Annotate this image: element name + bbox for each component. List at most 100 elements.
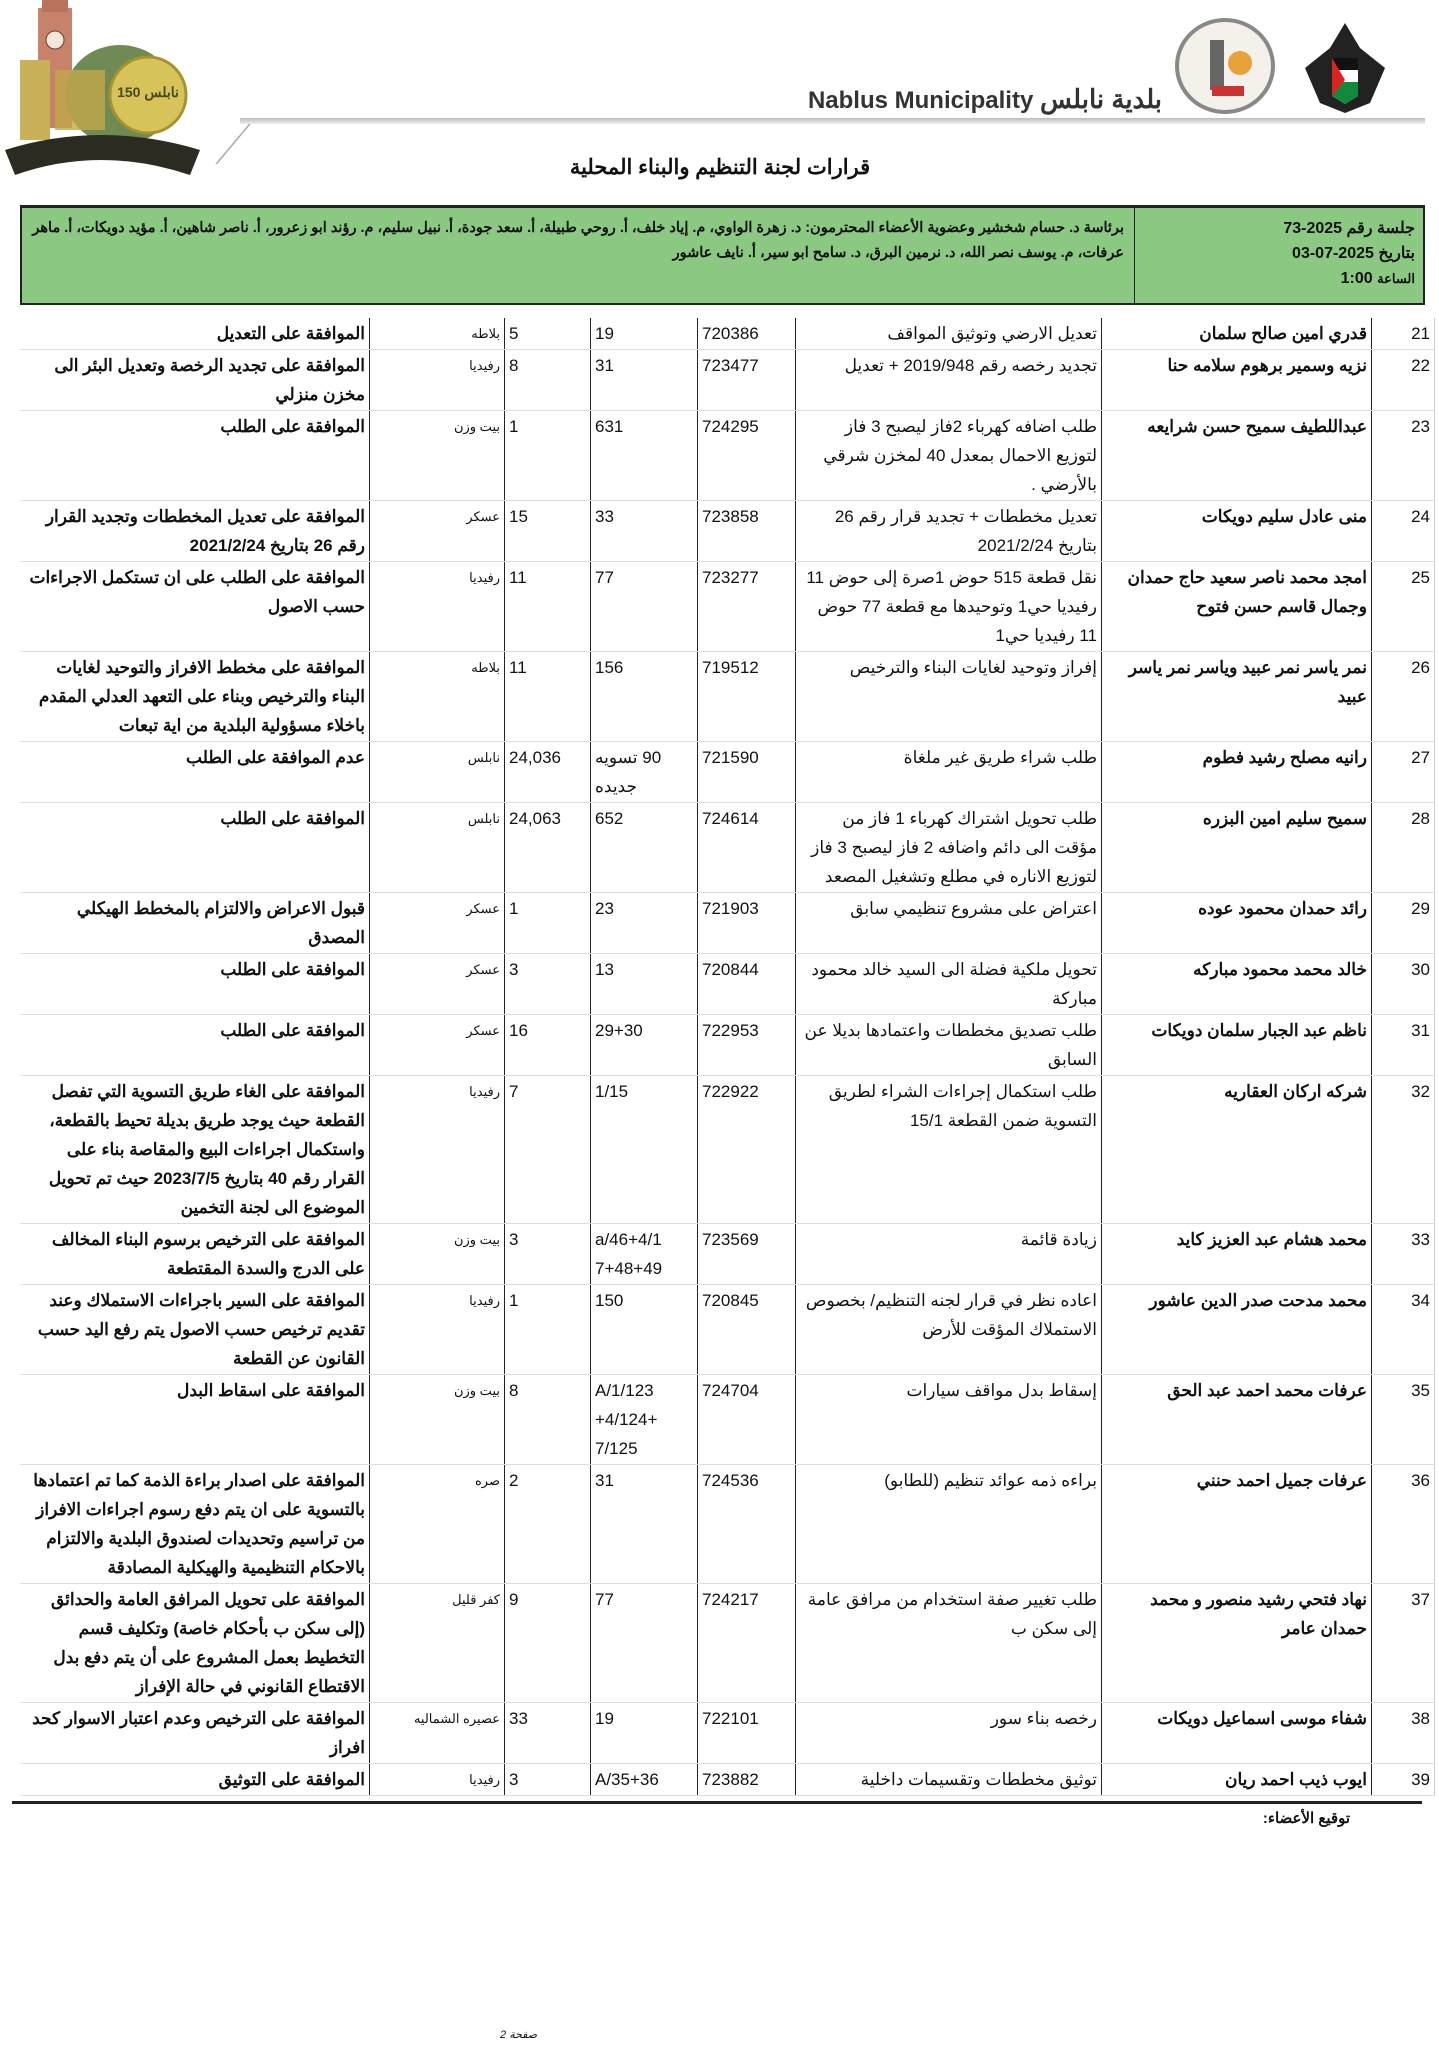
cell-site: كفر قليل: [369, 1583, 505, 1703]
cell-basin: 16: [504, 1014, 591, 1076]
table-row: 23 عبداللطيف سميح حسن شرايعه طلب اضافه كهر…: [20, 410, 1435, 501]
decisions-table: 21 قدري امين صالح سلمان تعديل الارضي وتوثي…: [20, 318, 1435, 1796]
cell-file: 721590: [697, 741, 796, 803]
cell-file: 720386: [697, 318, 796, 350]
table-row: 39 ايوب ذيب احمد ريان توثيق مخططات وتقسيما…: [20, 1763, 1435, 1796]
cell-name: سميح سليم امين البزره: [1101, 802, 1372, 893]
cell-name: عرفات جميل احمد حنني: [1101, 1464, 1372, 1584]
cell-basin: 5: [504, 318, 591, 350]
table-row: 35 عرفات محمد احمد عبد الحق إسقاط بدل مواق…: [20, 1374, 1435, 1465]
cell-file: 723477: [697, 349, 796, 411]
cell-site: نابلس: [369, 741, 505, 803]
cell-name: رائد حمدان محمود عوده: [1101, 892, 1372, 954]
cell-num: 24: [1371, 500, 1435, 562]
cell-decision: الموافقة على تجديد الرخصة وتعديل البئر ا…: [20, 349, 370, 411]
table-row: 32 شركه اركان العقاريه طلب استكمال إجراءات…: [20, 1075, 1435, 1224]
cell-num: 37: [1371, 1583, 1435, 1703]
session-meta: جلسة رقم 2025-73 بتاريخ 2025-07-03 الساع…: [1134, 208, 1423, 303]
cell-desc: تجديد رخصه رقم 2019/948 + تعديل: [795, 349, 1102, 411]
members-signature-label: توقيع الأعضاء:: [1262, 1810, 1350, 1827]
cell-piece: A/1/123 +4/124+ 7/125: [590, 1374, 698, 1465]
table-row: 36 عرفات جميل احمد حنني براءه ذمه عوائد تن…: [20, 1464, 1435, 1584]
cell-num: 32: [1371, 1075, 1435, 1224]
cell-decision: الموافقة على الترخيص برسوم البناء المخال…: [20, 1223, 370, 1285]
cell-name: خالد محمد محمود مباركه: [1101, 953, 1372, 1015]
cell-num: 22: [1371, 349, 1435, 411]
cell-desc: طلب تغيير صفة استخدام من مرافق عامة إلى …: [795, 1583, 1102, 1703]
cell-site: صره: [369, 1464, 505, 1584]
header-divider: [240, 118, 1425, 124]
cell-desc: إسقاط بدل مواقف سيارات: [795, 1374, 1102, 1465]
cell-basin: 1: [504, 410, 591, 501]
cell-file: 722953: [697, 1014, 796, 1076]
cell-desc: طلب اضافه كهرباء 2فاز ليصبح 3 فاز لتوزيع…: [795, 410, 1102, 501]
cell-file: 721903: [697, 892, 796, 954]
cell-num: 35: [1371, 1374, 1435, 1465]
cell-file: 724217: [697, 1583, 796, 1703]
table-row: 25 امجد محمد ناصر سعيد حاج حمدان وجمال قا…: [20, 561, 1435, 652]
cell-piece: 156: [590, 651, 698, 742]
cell-piece: 31: [590, 1464, 698, 1584]
time-value: 1:00: [1340, 270, 1373, 287]
table-bottom-divider: [12, 1801, 1422, 1804]
cell-decision: الموافقة على الطلب على ان تستكمل الاجراء…: [20, 561, 370, 652]
table-row: 37 نهاد فتحي رشيد منصور و محمد حمدان عامر…: [20, 1583, 1435, 1703]
cell-num: 34: [1371, 1284, 1435, 1375]
cell-basin: 8: [504, 349, 591, 411]
cell-name: ناظم عبد الجبار سلمان دويكات: [1101, 1014, 1372, 1076]
cell-decision: الموافقة على مخطط الافراز والتوحيد لغايا…: [20, 651, 370, 742]
cell-desc: تعديل الارضي وتوثيق المواقف: [795, 318, 1102, 350]
session-members: برئاسة د. حسام شخشير وعضوية الأعضاء المح…: [32, 220, 1124, 261]
page-label: صفحة: [509, 2029, 538, 2041]
cell-decision: الموافقة على تعديل المخططات وتجديد القرا…: [20, 500, 370, 562]
cell-desc: تحويل ملكية فضلة الى السيد خالد محمود مب…: [795, 953, 1102, 1015]
cell-decision: الموافقة على الطلب: [20, 802, 370, 893]
cell-site: رفيديا: [369, 1763, 505, 1796]
document-body: جلسة رقم 2025-73 بتاريخ 2025-07-03 الساع…: [0, 205, 1439, 1827]
cell-desc: طلب تحويل اشتراك كهرباء 1 فاز من مؤقت ال…: [795, 802, 1102, 893]
cell-basin: 15: [504, 500, 591, 562]
cell-num: 29: [1371, 892, 1435, 954]
official-logos: [1170, 18, 1400, 123]
cell-decision: الموافقة على التوثيق: [20, 1763, 370, 1796]
cell-file: 723569: [697, 1223, 796, 1285]
cell-piece: 29+30: [590, 1014, 698, 1076]
session-number: جلسة رقم 2025-73: [1283, 220, 1415, 237]
cell-num: 26: [1371, 651, 1435, 742]
cell-decision: الموافقة على الغاء طريق التسوية التي تفص…: [20, 1075, 370, 1224]
cell-name: نهاد فتحي رشيد منصور و محمد حمدان عامر: [1101, 1583, 1372, 1703]
cell-file: 724704: [697, 1374, 796, 1465]
cell-num: 27: [1371, 741, 1435, 803]
cell-basin: 7: [504, 1075, 591, 1224]
cell-piece: 90 تسويه جديده: [590, 741, 698, 803]
cell-site: بيت وزن: [369, 1223, 505, 1285]
cell-basin: 1: [504, 1284, 591, 1375]
cell-file: 724536: [697, 1464, 796, 1584]
cell-desc: طلب استكمال إجراءات الشراء لطريق التسوية…: [795, 1075, 1102, 1224]
cell-basin: 11: [504, 651, 591, 742]
cell-site: رفيديا: [369, 561, 505, 652]
session-info-box: جلسة رقم 2025-73 بتاريخ 2025-07-03 الساع…: [20, 205, 1425, 305]
cell-name: محمد مدحت صدر الدين عاشور: [1101, 1284, 1372, 1375]
left-logo-text: نابلس 150: [117, 84, 179, 100]
table-row: 27 رانيه مصلح رشيد فطوم طلب شراء طريق غير …: [20, 741, 1435, 803]
page-title: قرارات لجنة التنظيم والبناء المحلية: [569, 156, 871, 179]
cell-decision: الموافقة على تحويل المرافق العامة والحدا…: [20, 1583, 370, 1703]
cell-basin: 2: [504, 1464, 591, 1584]
cell-file: 722101: [697, 1702, 796, 1764]
cell-basin: 11: [504, 561, 591, 652]
cell-num: 39: [1371, 1763, 1435, 1796]
table-row: 29 رائد حمدان محمود عوده اعتراض على مشروع …: [20, 892, 1435, 954]
cell-file: 720844: [697, 953, 796, 1015]
cell-piece: 77: [590, 1583, 698, 1703]
table-row: 28 سميح سليم امين البزره طلب تحويل اشتراك …: [20, 802, 1435, 893]
cell-file: 723277: [697, 561, 796, 652]
brand-arabic: بلدية نابلس: [1040, 84, 1163, 114]
municipality-brand: Nablus Municipality بلدية نابلس: [790, 84, 1180, 115]
cell-file: 723858: [697, 500, 796, 562]
cell-basin: 8: [504, 1374, 591, 1465]
cell-name: ايوب ذيب احمد ريان: [1101, 1763, 1372, 1796]
cell-piece: A/35+36: [590, 1763, 698, 1796]
cell-name: محمد هشام عبد العزيز كايد: [1101, 1223, 1372, 1285]
cell-decision: الموافقة على الترخيص وعدم اعتبار الاسوار…: [20, 1702, 370, 1764]
